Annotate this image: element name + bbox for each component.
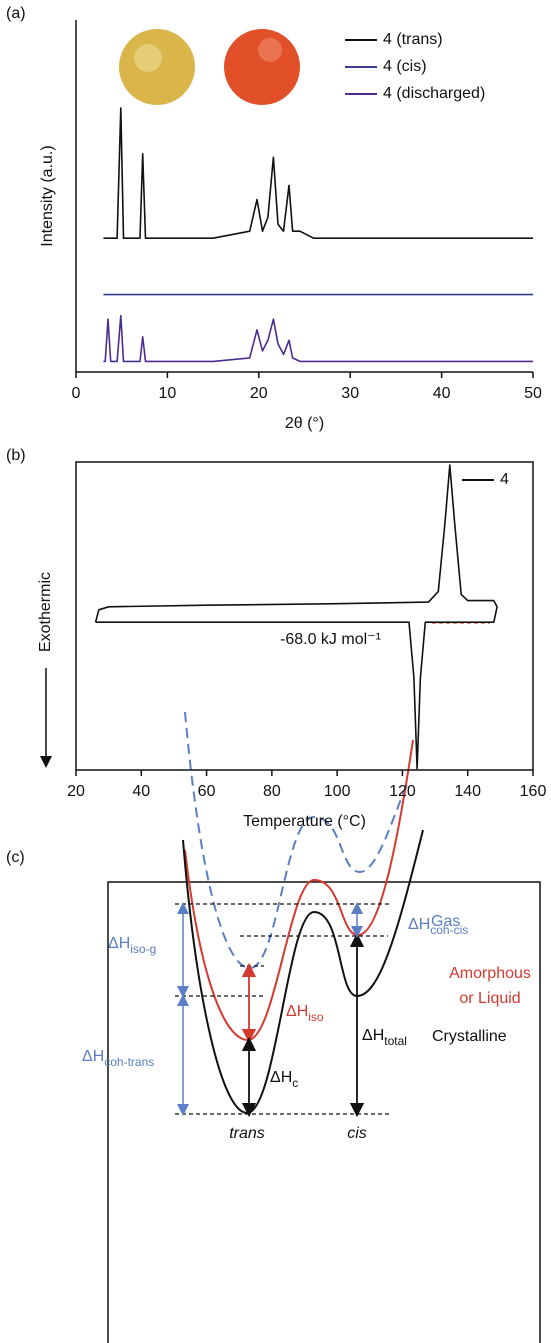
quantity-label: ΔHcoh-cis [408, 916, 468, 937]
legend-label: 4 (cis) [383, 58, 427, 75]
photo-cis [224, 29, 300, 105]
plot-frame [75, 461, 534, 771]
crystalline-curve [182, 829, 424, 1115]
y-axis-label: Exothermic [37, 572, 54, 652]
x-tick-label: 40 [433, 385, 451, 402]
curve-label: Amorphous [449, 965, 531, 982]
curve-label: Gas [431, 913, 460, 930]
curve-label: Crystalline [432, 1028, 507, 1045]
q-sub: iso-g [130, 942, 156, 956]
x-tick-label: 160 [520, 783, 547, 800]
panel-label: (a) [6, 5, 26, 22]
x-tick-label: 60 [198, 783, 216, 800]
q-main: ΔH [270, 1069, 292, 1086]
amorphous-curve [184, 739, 414, 1042]
q-sub: total [384, 1034, 407, 1048]
annotation: -68.0 kJ mol⁻¹ [280, 631, 381, 648]
legend-label: 4 [500, 471, 509, 488]
photo-highlight [134, 44, 162, 72]
x-tick-label: 100 [324, 783, 351, 800]
quantity-label: ΔHtotal [362, 1027, 407, 1048]
q-sub: c [292, 1076, 298, 1090]
legend-label: 4 (trans) [383, 31, 443, 48]
x-tick-label: 50 [524, 385, 542, 402]
x-tick-label: 120 [389, 783, 416, 800]
panel-label: (b) [6, 447, 26, 464]
series-line [103, 314, 533, 363]
state-label: trans [229, 1125, 265, 1142]
q-sub: coh-cis [430, 923, 468, 937]
x-tick-label: 20 [67, 783, 85, 800]
y-axis-label: Intensity (a.u.) [39, 145, 56, 246]
x-tick-label: 40 [132, 783, 150, 800]
quantity-label: ΔHiso [286, 1003, 324, 1024]
x-tick-label: 30 [341, 385, 359, 402]
q-sub: iso [308, 1010, 324, 1024]
x-tick-label: 140 [454, 783, 481, 800]
x-tick-label: 0 [72, 385, 81, 402]
x-tick-label: 80 [263, 783, 281, 800]
series-line [103, 107, 533, 239]
panel-label: (c) [6, 849, 25, 866]
x-tick-label: 20 [250, 385, 268, 402]
q-main: ΔH [408, 916, 430, 933]
q-main: ΔH [108, 935, 130, 952]
quantity-label: ΔHc [270, 1069, 298, 1090]
quantity-label: ΔHcoh-trans [82, 1048, 154, 1069]
legend-label: 4 (discharged) [383, 85, 485, 102]
energy-diagram: (c) Gas Amorphous or Liquid Crystalline … [6, 711, 541, 1343]
state-label: cis [347, 1125, 367, 1142]
curve-label: or Liquid [459, 990, 520, 1007]
series-line [94, 464, 498, 770]
q-main: ΔH [82, 1048, 104, 1065]
gas-curve [184, 711, 408, 970]
frame [107, 881, 541, 1343]
q-main: ΔH [286, 1003, 308, 1020]
quantity-label: ΔHiso-g [108, 935, 156, 956]
x-tick-label: 10 [159, 385, 177, 402]
x-axis-label: Temperature (°C) [243, 813, 366, 830]
x-axis-label: 2θ (°) [285, 415, 324, 432]
q-main: ΔH [362, 1027, 384, 1044]
photo-highlight [258, 38, 282, 62]
q-sub: coh-trans [104, 1055, 154, 1069]
